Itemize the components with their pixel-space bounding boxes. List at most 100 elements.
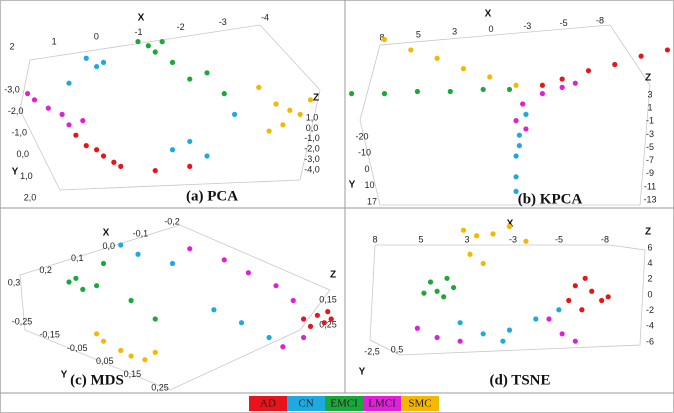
data-point — [516, 143, 522, 149]
data-point — [94, 331, 100, 337]
data-point — [152, 316, 158, 322]
z-tick-label: -5 — [646, 142, 654, 152]
data-point — [280, 344, 286, 350]
data-point — [381, 91, 388, 97]
axis-box — [19, 224, 331, 391]
data-point — [513, 174, 519, 180]
x-tick-label: -5 — [555, 234, 563, 244]
data-point — [314, 312, 320, 318]
data-point — [135, 251, 141, 257]
data-point — [523, 126, 529, 132]
data-point — [256, 84, 262, 90]
y-tick-label: 0,25 — [151, 382, 169, 392]
data-point — [80, 286, 86, 292]
data-point — [572, 80, 578, 86]
x-tick-label: -3 — [523, 21, 531, 31]
data-point — [73, 132, 79, 138]
data-point — [301, 316, 307, 322]
y-axis-label: Y — [61, 370, 68, 381]
data-point — [638, 53, 644, 59]
data-point — [434, 334, 440, 341]
data-point — [582, 275, 588, 281]
data-point — [245, 270, 251, 276]
z-tick-label: 0,0 — [306, 123, 319, 133]
x-tick-label: -2 — [177, 22, 185, 32]
x-tick-label: 5 — [416, 30, 421, 40]
y-tick-label: -0,25 — [12, 316, 33, 326]
z-tick-label: 0,15 — [319, 294, 337, 304]
data-point — [460, 227, 467, 233]
legend-swatch — [401, 396, 439, 411]
data-point — [559, 76, 565, 82]
data-point — [523, 238, 529, 244]
data-point — [111, 159, 117, 165]
data-point — [238, 320, 245, 326]
data-point — [142, 357, 148, 363]
z-tick-label: 4 — [647, 258, 652, 268]
data-point — [506, 86, 513, 93]
legend-swatch — [249, 396, 287, 411]
data-point — [187, 246, 193, 252]
x-tick-label: -0,1 — [133, 229, 149, 239]
data-point — [546, 316, 552, 322]
data-point — [204, 153, 210, 159]
z-axis-label: Z — [313, 93, 319, 104]
axis-box — [359, 24, 651, 206]
data-point — [500, 338, 506, 344]
data-point — [533, 316, 539, 322]
data-point — [83, 55, 89, 61]
data-point — [321, 320, 327, 326]
x-tick-label: 0 — [94, 32, 99, 42]
data-point — [301, 334, 307, 341]
z-tick-label: -3 — [646, 129, 654, 139]
x-tick-label: -8 — [601, 234, 609, 244]
data-point — [348, 91, 355, 97]
data-point — [520, 101, 526, 107]
z-tick-label: 1,0 — [306, 112, 319, 122]
data-point — [490, 231, 496, 237]
z-tick-label: -2 — [646, 305, 654, 315]
data-point — [585, 68, 592, 74]
data-point — [513, 118, 519, 124]
z-tick-label: -2,0 — [304, 144, 320, 154]
x-tick-label: -1 — [134, 27, 142, 37]
data-point — [434, 288, 440, 294]
data-point — [467, 251, 473, 257]
data-point — [474, 233, 480, 239]
x-tick-label: 3 — [452, 27, 457, 37]
x-axis-label: X — [485, 9, 492, 20]
y-tick-label: 1,0 — [20, 171, 33, 181]
data-point — [450, 284, 457, 291]
data-point — [539, 91, 546, 97]
data-point — [31, 97, 38, 103]
data-point — [381, 36, 388, 43]
data-point — [45, 105, 51, 111]
y-tick-label: 0 — [364, 164, 369, 174]
z-tick-label: -3,0 — [304, 154, 320, 164]
data-point — [513, 82, 519, 88]
y-tick-label: -0,15 — [39, 330, 60, 340]
data-point — [211, 307, 217, 313]
panel-caption: (d) TSNE — [490, 372, 551, 388]
data-point — [100, 153, 107, 159]
z-tick-label: -1,0 — [304, 133, 320, 143]
panel-caption: (b) KPCA — [518, 191, 583, 207]
data-point — [169, 260, 176, 267]
data-point — [325, 309, 331, 315]
data-point — [100, 59, 107, 65]
data-point — [128, 297, 134, 304]
data-point — [118, 163, 124, 169]
z-tick-label: -4,0 — [304, 164, 320, 174]
data-point — [159, 39, 165, 45]
data-point — [664, 47, 671, 53]
axis-box — [19, 24, 321, 191]
data-point — [145, 43, 151, 49]
data-point — [434, 55, 440, 61]
data-point — [94, 63, 100, 70]
data-point — [480, 331, 486, 337]
data-point — [421, 290, 427, 296]
data-point — [441, 294, 447, 300]
z-tick-label: 6 — [647, 242, 652, 252]
